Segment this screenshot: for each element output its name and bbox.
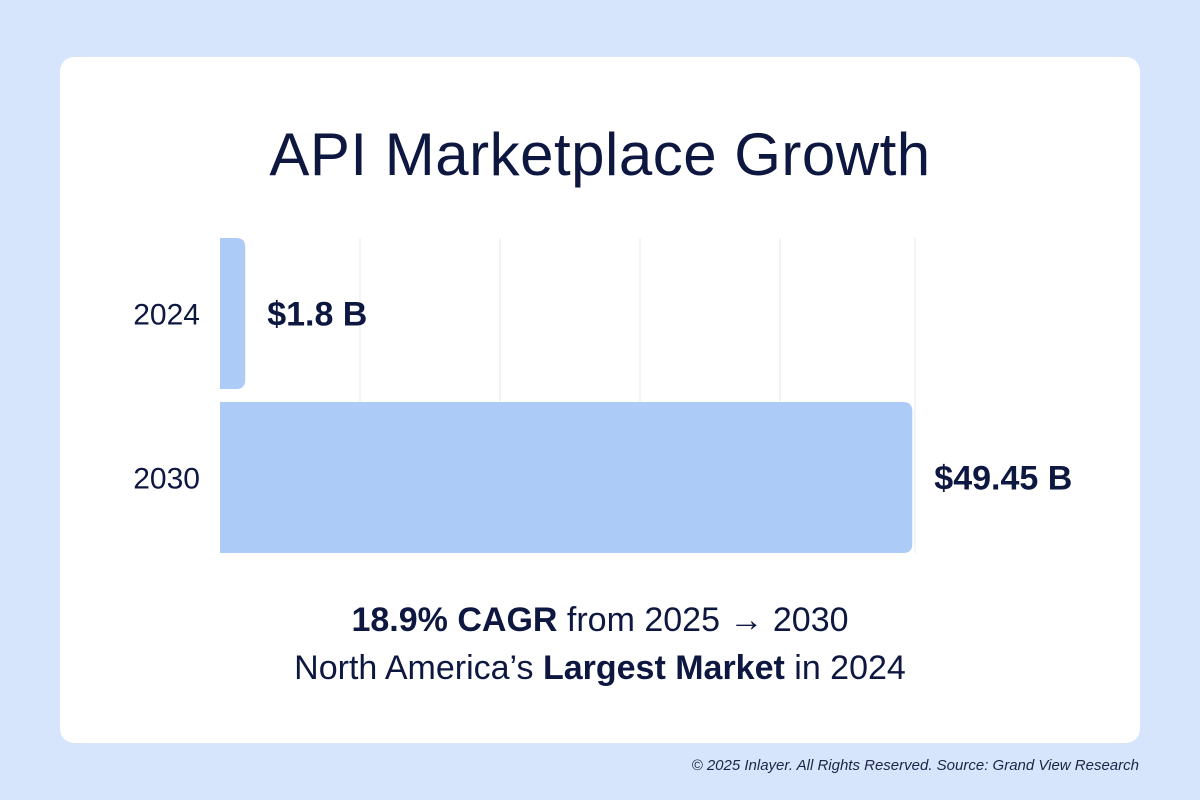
cagr-value: 18.9% CAGR: [351, 601, 558, 639]
category-label-2030: 2030: [133, 463, 200, 496]
category-label-2024: 2024: [133, 299, 200, 332]
market-caption: North America’s Largest Market in 2024: [0, 649, 1200, 688]
market-region: North America’s: [294, 649, 543, 687]
market-highlight: Largest Market: [542, 649, 785, 687]
cagr-caption: 18.9% CAGR from 2025 → 2030: [0, 601, 1200, 640]
chart-card: [60, 57, 1140, 743]
bar-2024: [220, 238, 246, 389]
market-year: in 2024: [784, 649, 906, 687]
copyright-footer: © 2025 Inlayer. All Rights Reserved. Sou…: [691, 757, 1139, 774]
value-label-2024: $1.8 B: [267, 296, 367, 334]
value-label-2030: $49.45 B: [934, 460, 1072, 498]
bar-2030: [220, 402, 913, 553]
chart-title: API Marketplace Growth: [269, 121, 931, 188]
cagr-range: from 2025 → 2030: [557, 601, 849, 639]
